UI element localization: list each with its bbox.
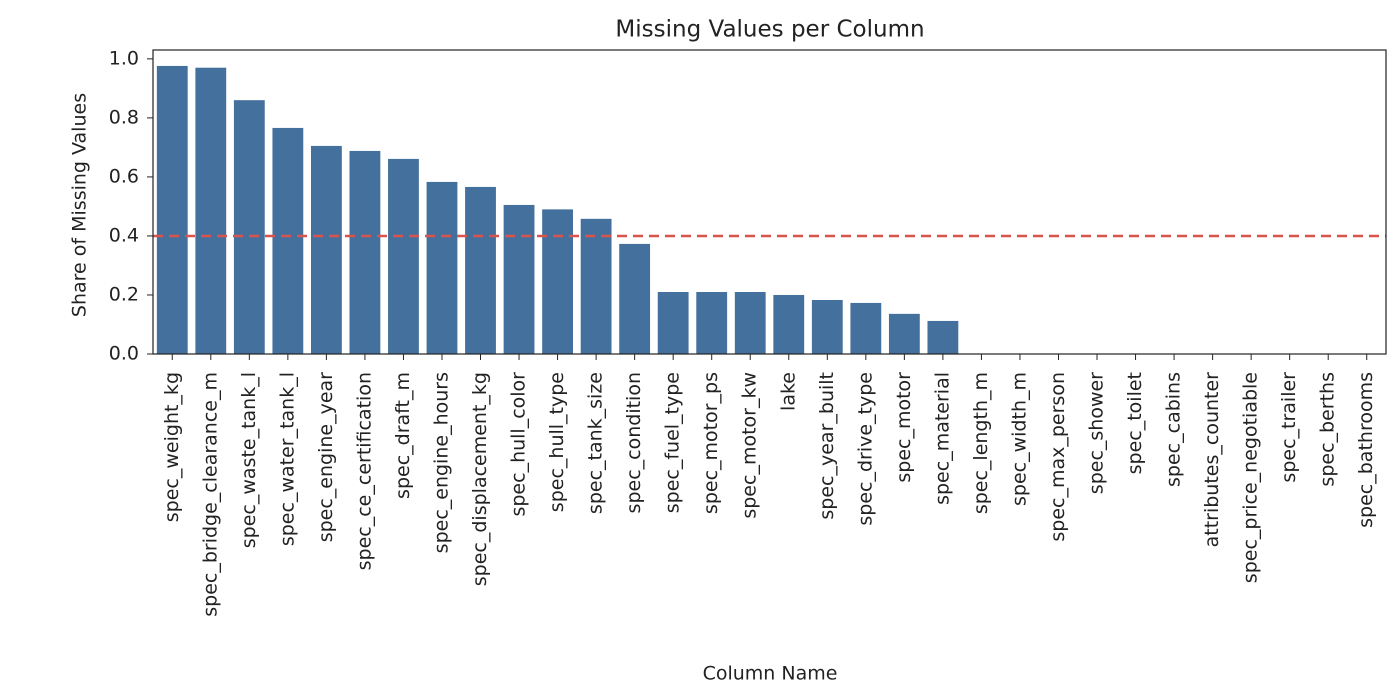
- chart-title: Missing Values per Column: [615, 17, 924, 43]
- x-tick-label: spec_engine_year: [315, 372, 337, 542]
- y-tick-label: 0.0: [109, 343, 139, 365]
- y-tick-label: 1.0: [109, 47, 139, 69]
- x-tick-label: spec_width_m: [1008, 372, 1030, 506]
- y-tick-label: 0.8: [109, 106, 139, 128]
- bar: [156, 65, 188, 354]
- bar: [696, 292, 728, 354]
- bar: [426, 181, 458, 354]
- bar: [850, 302, 882, 354]
- x-tick-label: spec_fuel_type: [662, 372, 684, 513]
- plot-frame: [152, 49, 1387, 355]
- x-tick-label: spec_draft_m: [392, 372, 414, 499]
- bar: [888, 313, 920, 354]
- x-tick-label: spec_hull_type: [546, 372, 568, 512]
- bar: [542, 209, 573, 354]
- x-tick-label: spec_cabins: [1163, 372, 1185, 487]
- x-tick-label: spec_displacement_kg: [469, 372, 491, 586]
- x-tick-label: spec_ce_certification: [353, 372, 375, 570]
- bar: [465, 186, 496, 354]
- x-tick-label: spec_tank_size: [585, 372, 607, 514]
- x-tick-label: spec_water_tank_l: [276, 372, 298, 546]
- bar: [195, 67, 227, 354]
- bar: [310, 145, 342, 354]
- y-tick-label: 0.2: [109, 283, 139, 305]
- bar: [503, 204, 535, 354]
- x-tick-label: spec_hull_color: [508, 372, 530, 517]
- y-tick-label: 0.6: [109, 165, 139, 187]
- x-tick-label: spec_weight_kg: [161, 372, 183, 522]
- x-tick-label: spec_price_negotiable: [1240, 372, 1262, 583]
- bar: [927, 320, 959, 354]
- x-tick-label: attributes_counter: [1201, 372, 1223, 548]
- x-tick-label: spec_toilet: [1124, 372, 1146, 474]
- x-tick-label: spec_bathrooms: [1355, 372, 1377, 528]
- bar: [811, 299, 843, 354]
- x-tick-label: spec_motor: [893, 372, 915, 483]
- x-tick-label: spec_shower: [1086, 372, 1108, 494]
- x-tick-label: spec_length_m: [970, 372, 992, 514]
- bar: [349, 150, 381, 354]
- x-tick-label: spec_year_built: [816, 372, 838, 520]
- x-axis-label: Column Name: [703, 663, 838, 685]
- bar: [272, 127, 304, 354]
- bar: [773, 294, 805, 354]
- y-axis-label: Share of Missing Values: [69, 93, 91, 317]
- x-tick-label: spec_berths: [1317, 372, 1339, 487]
- x-tick-label: spec_motor_ps: [700, 372, 722, 514]
- x-tick-label: lake: [777, 372, 799, 411]
- x-tick-label: spec_bridge_clearance_m: [199, 372, 221, 617]
- bar: [619, 243, 651, 354]
- x-tick-label: spec_engine_hours: [430, 372, 452, 553]
- bar: [657, 292, 689, 354]
- x-tick-label: spec_motor_kw: [739, 372, 761, 519]
- x-tick-label: spec_drive_type: [854, 372, 876, 526]
- bar: [388, 158, 419, 354]
- y-tick-label: 0.4: [109, 224, 139, 246]
- bar: [734, 292, 766, 354]
- x-tick-label: spec_material: [931, 372, 953, 505]
- bar: [580, 218, 612, 354]
- x-tick-label: spec_waste_tank_l: [238, 372, 260, 548]
- x-tick-label: spec_trailer: [1278, 372, 1300, 483]
- x-tick-label: spec_max_person: [1047, 372, 1069, 542]
- bar: [233, 100, 265, 354]
- x-tick-label: spec_condition: [623, 372, 645, 513]
